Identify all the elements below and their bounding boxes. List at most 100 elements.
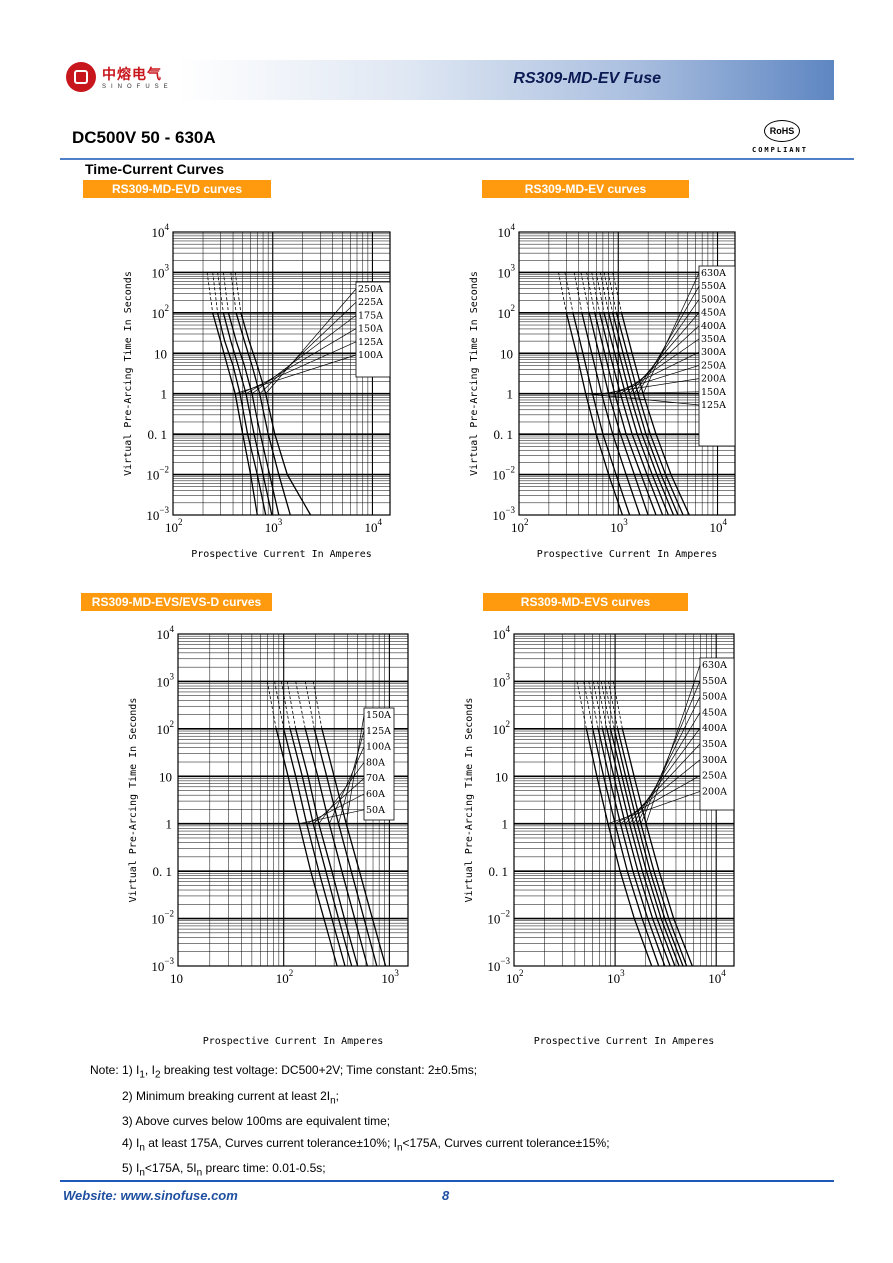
series-line-dashed xyxy=(274,681,285,729)
y-tick-label: 103 xyxy=(157,671,175,689)
leader-line xyxy=(633,712,701,824)
y-tick-label: 1 xyxy=(502,817,509,832)
series-line xyxy=(592,728,660,967)
series-line-dashed xyxy=(234,272,242,313)
leader-line xyxy=(312,777,365,824)
plot-area xyxy=(172,231,391,516)
series-line-dashed xyxy=(573,272,583,313)
leader-line xyxy=(633,299,700,394)
y-axis-label: Virtual Pre-Arcing Time In Seconds xyxy=(128,698,139,903)
leader-line xyxy=(637,696,701,824)
series-line-dashed xyxy=(280,681,291,729)
legend-label: 200A xyxy=(702,786,727,797)
series-line xyxy=(585,728,653,967)
series-line xyxy=(607,312,675,516)
series-line-dashed xyxy=(286,681,297,729)
series-line xyxy=(621,728,693,967)
legend-label: 200A xyxy=(701,374,726,385)
y-tick-label: 10−2 xyxy=(146,465,169,483)
x-tick-label: 10 xyxy=(170,971,183,986)
series-line-dashed xyxy=(607,272,617,313)
series-line xyxy=(304,728,369,967)
series-line-dashed xyxy=(586,272,596,313)
leader-line xyxy=(345,714,365,824)
series-line-dashed xyxy=(591,272,601,313)
leader-line xyxy=(299,809,365,825)
y-tick-label: 1 xyxy=(161,387,168,402)
logo-icon xyxy=(66,62,96,92)
series-line-dashed xyxy=(558,272,567,313)
legend-label: 550A xyxy=(701,281,726,292)
page-title: DC500V 50 - 630A xyxy=(72,128,216,147)
company-logo: 中熔电气 SINOFUSE xyxy=(66,62,186,98)
leader-line xyxy=(629,312,700,394)
y-tick-label: 0. 1 xyxy=(494,427,514,442)
series-line xyxy=(612,312,679,516)
legend-label: 60A xyxy=(366,789,385,800)
legend-label: 150A xyxy=(358,324,383,335)
legend-label: 450A xyxy=(701,308,726,319)
legend-label: 225A xyxy=(358,297,383,308)
x-axis-label: Prospective Current In Amperes xyxy=(534,1036,715,1047)
legend-label: 100A xyxy=(358,350,383,361)
x-tick-label: 103 xyxy=(607,968,625,986)
leader-line xyxy=(614,351,700,395)
rohs-badge: RoHS COMPLIANT xyxy=(752,120,812,158)
series-line xyxy=(283,728,346,967)
y-tick-label: 0. 1 xyxy=(489,864,509,879)
series-line xyxy=(289,728,353,967)
x-tick-label: 102 xyxy=(276,968,294,986)
y-tick-label: 1 xyxy=(166,817,173,832)
series-line-dashed xyxy=(206,272,214,313)
y-axis-label: Virtual Pre-Arcing Time In Seconds xyxy=(464,698,475,903)
series-line-dashed xyxy=(595,272,605,313)
legend-label: 250A xyxy=(701,360,726,371)
section-title: Time-Current Curves xyxy=(85,161,225,177)
series-line-dashed xyxy=(583,681,594,729)
x-tick-label: 102 xyxy=(506,968,524,986)
series-line-dashed xyxy=(580,272,590,313)
note-5: 5) In<175A, 5In prearc time: 0.01-0.5s; xyxy=(122,1161,326,1179)
legend-label: 150A xyxy=(366,710,391,721)
series-line xyxy=(620,312,690,516)
legend-box xyxy=(363,707,395,821)
series-line-dashed xyxy=(604,681,615,729)
series-line-dashed xyxy=(266,681,277,729)
y-tick-label: 10−2 xyxy=(487,909,510,927)
series-line-dashed xyxy=(576,681,587,729)
y-tick-label: 10 xyxy=(154,346,167,361)
y-tick-label: 10 xyxy=(495,769,508,784)
y-tick-label: 102 xyxy=(157,719,175,737)
leader-line xyxy=(601,378,700,395)
legend-label: 550A xyxy=(702,676,727,687)
series-line-dashed xyxy=(597,681,608,729)
footer-website: Website: www.sinofuse.com xyxy=(63,1188,238,1203)
x-tick-label: 103 xyxy=(381,968,399,986)
chart-tag-evs-d: RS309-MD-EVS/EVS-D curves xyxy=(81,593,272,611)
legend-label: 175A xyxy=(358,310,383,321)
legend-box xyxy=(355,281,391,378)
legend-box xyxy=(699,657,735,811)
x-tick-label: 102 xyxy=(165,517,183,535)
title-divider xyxy=(60,158,854,160)
logo-company-en: SINOFUSE xyxy=(102,84,173,90)
y-tick-label: 104 xyxy=(152,222,170,240)
series-line-dashed xyxy=(230,272,237,313)
rohs-mark: RoHS xyxy=(764,120,800,142)
legend-label: 500A xyxy=(701,294,726,305)
series-line xyxy=(601,728,671,967)
leader-line xyxy=(251,315,357,394)
leader-line xyxy=(625,325,700,394)
leader-line xyxy=(239,341,357,395)
x-axis-label: Prospective Current In Amperes xyxy=(191,549,372,560)
legend-label: 400A xyxy=(702,723,727,734)
legend-label: 80A xyxy=(366,757,385,768)
y-tick-label: 1 xyxy=(507,387,514,402)
y-tick-label: 103 xyxy=(493,671,511,689)
note-3: 3) Above curves below 100ms are equivale… xyxy=(122,1114,391,1129)
chart-tag-evs: RS309-MD-EVS curves xyxy=(483,593,688,611)
series-line-dashed xyxy=(564,272,574,313)
y-tick-label: 104 xyxy=(498,222,516,240)
legend-label: 125A xyxy=(366,726,391,737)
